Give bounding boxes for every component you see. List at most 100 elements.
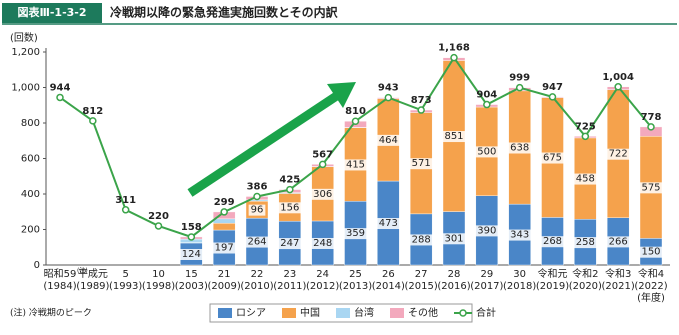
total-point [154,222,163,230]
total-point [89,117,97,125]
total-label: 725 [575,121,596,132]
bar-label: 156 [280,202,299,213]
y-tick-label: 1,200 [11,47,40,58]
bar-label: 264 [247,237,266,248]
x-tick-year: (2015) [405,281,438,292]
bar-label: 288 [412,234,431,245]
bar-label: 500 [477,146,496,157]
bar-label-bg [475,225,499,237]
bar-label-bg [442,233,466,245]
total-label: 904 [476,90,497,101]
bar-label: 343 [510,230,529,241]
bar-label-bg [343,228,368,240]
bar-label: 266 [609,236,628,247]
bar-label: 301 [444,233,463,244]
arrow-shaft [187,91,341,197]
bar-label: 390 [477,225,496,236]
bar-label-bg [409,234,433,246]
y-tick-label: 800 [21,118,40,129]
x-tick-year: (1989) [76,281,109,292]
bar-label: 415 [346,159,365,170]
y-tick-label: 400 [21,189,40,200]
bar-label: 248 [313,238,332,249]
legend-label: ロシア [236,308,266,319]
total-point [351,117,360,125]
legend-label: 合計 [476,306,496,319]
total-label: 944 [50,82,71,93]
bar-label-bg [639,182,663,194]
x-tick-year: (1984) [43,281,76,292]
x-tick-label: 23 [283,269,296,280]
x-tick-label: 22 [251,269,264,280]
badge-box [2,3,102,23]
x-tick-label: 5 [122,269,128,280]
x-axis-unit: (年度) [637,291,665,304]
total-point [220,208,228,216]
total-label: 999 [509,73,530,84]
bar-label: 268 [543,236,562,247]
total-point [647,123,655,131]
bar-label-bg [540,236,565,248]
legend-label: その他 [408,306,438,319]
bar-label: 96 [251,205,264,216]
x-tick-year: (2009) [208,281,241,292]
bar-label-bg [606,148,630,160]
badge: 図表Ⅲ-1-3-2 [17,5,86,19]
total-label: 386 [247,181,268,192]
x-tick-year: (2022) [634,281,667,292]
bar-label: 150 [641,247,660,258]
x-tick-year: (2010) [240,281,273,292]
total-point [417,106,425,114]
bar-label: 675 [543,153,562,164]
y-axis-label: (回数) [10,31,38,44]
note: (注) 冷戦期のピーク [10,307,92,319]
x-tick-label: 27 [415,269,428,280]
total-label: 873 [411,95,432,106]
bar-label: 464 [379,135,398,146]
x-tick-year: (2013) [339,281,372,292]
arrow-head [327,82,356,108]
bar-label-bg [409,158,433,170]
bar-label-bg [376,134,400,146]
x-tick-label: 10 [152,269,165,280]
bar-label-bg [540,152,565,164]
total-point [384,93,393,102]
bar-label-bg [311,237,335,249]
bar-label: 575 [641,182,660,193]
total-point [450,53,458,62]
total-label: 311 [115,195,136,206]
x-tick-year: (1993) [109,281,142,292]
x-tick-label: 昭和59 [44,268,77,280]
bar-label-bg [573,173,597,185]
legend-label: 中国 [300,306,320,319]
total-label: 810 [345,106,366,117]
bar-label-bg [248,204,266,216]
x-tick-label: 24 [316,269,329,280]
category-note: (注) [77,267,88,275]
y-tick-label: 200 [21,225,40,236]
y-tick-label: 0 [34,260,40,271]
total-label: 299 [214,197,235,208]
total-point [121,206,130,214]
x-tick-year: (2011) [273,281,306,292]
bar-label: 359 [346,228,365,239]
x-tick-label: 21 [218,269,231,280]
x-tick-year: (2018) [503,281,536,292]
bar-label-bg [639,246,663,258]
x-tick-year: (2003) [175,281,208,292]
total-point [187,233,196,241]
bar-label-bg [376,218,400,230]
legend-label: 台湾 [354,306,374,319]
x-tick-year: (2014) [372,281,405,292]
bar-label: 851 [444,131,463,142]
x-tick-label: 15 [185,269,198,280]
total-label: 812 [82,106,103,117]
legend-swatch [459,309,467,317]
trend-arrow [187,82,356,197]
bar-label-bg [343,159,368,171]
legend-swatch [390,308,404,318]
x-tick-label: 令和2 [572,267,598,280]
